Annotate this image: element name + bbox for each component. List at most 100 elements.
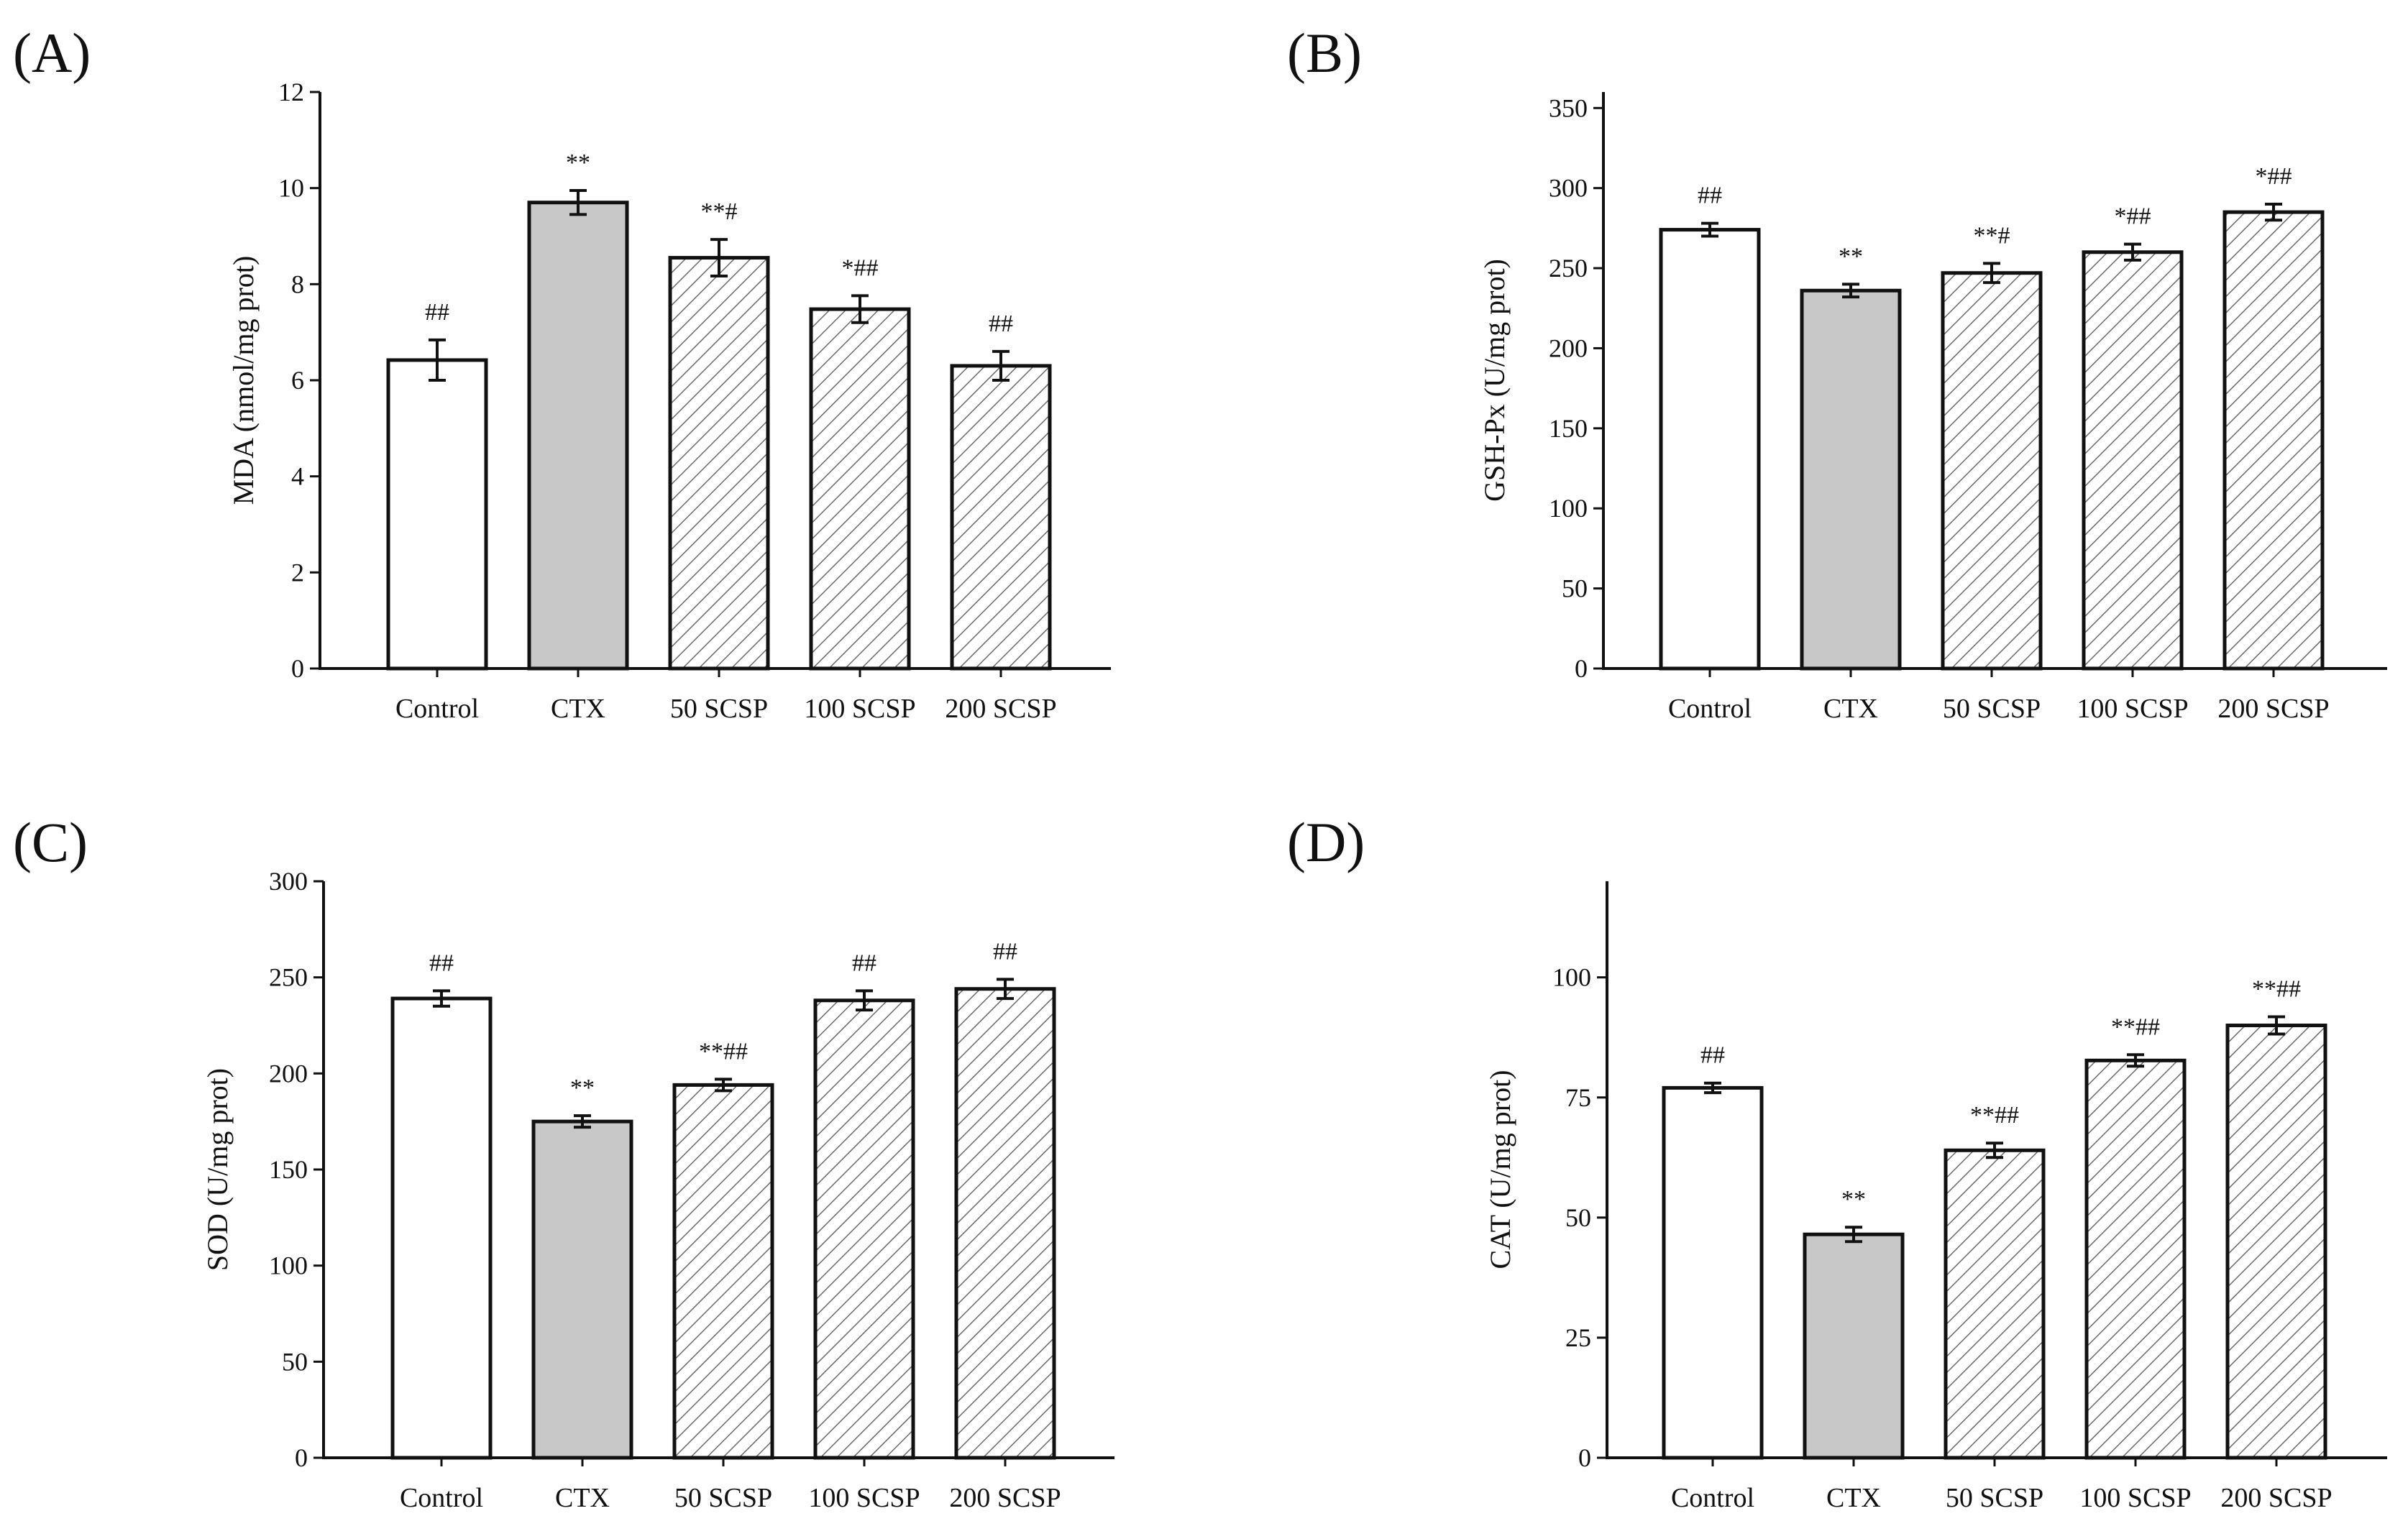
y-tick-label: 250 — [269, 963, 308, 992]
significance-label: *## — [842, 254, 879, 281]
y-axis-title: MDA (nmol/mg prot) — [227, 256, 260, 505]
y-tick-label: 2 — [291, 558, 304, 587]
y-tick-label: 300 — [1549, 174, 1588, 203]
bar-200-scsp — [2225, 1024, 2327, 1460]
x-tick-label: CTX — [555, 1483, 610, 1513]
y-tick-label: 300 — [269, 867, 308, 896]
significance-label: **## — [2252, 975, 2301, 1002]
x-tick-label: 100 SCSP — [804, 694, 915, 724]
significance-label: **## — [2111, 1014, 2160, 1040]
bar-control — [1659, 228, 1761, 671]
significance-label: ## — [989, 311, 1013, 337]
y-tick-label: 75 — [1565, 1083, 1591, 1112]
y-tick-label: 350 — [1549, 93, 1588, 122]
y-tick-label: 150 — [1549, 414, 1588, 443]
bar-100-scsp — [813, 998, 915, 1460]
bar-ctx — [531, 1119, 633, 1460]
y-axis-title: SOD (U/mg prot) — [201, 1068, 234, 1271]
x-tick-label: 100 SCSP — [2079, 1483, 2191, 1513]
panel-label: (C) — [13, 811, 88, 873]
y-tick-label: 150 — [269, 1155, 308, 1184]
chart-panel-4: (D) 0 25 50 75 100 CAT (U/mg prot) ## Control ** C… — [1287, 811, 2387, 1513]
y-tick-label: 8 — [291, 270, 304, 298]
significance-label: **# — [701, 198, 738, 225]
y-tick-label: 50 — [1565, 1203, 1591, 1232]
significance-label: **## — [699, 1038, 748, 1065]
y-tick-label: 100 — [1549, 494, 1588, 523]
x-tick-label: CTX — [551, 694, 605, 724]
x-tick-label: CTX — [1826, 1483, 1881, 1513]
chart-panel-3: (C) 0 50 100 150 200 250 300 SOD (U/mg prot) ## Co… — [13, 811, 1114, 1513]
significance-label: ## — [1698, 183, 1722, 209]
significance-label: *## — [2115, 203, 2151, 230]
bar-50-scsp — [672, 1083, 774, 1460]
panel-label: (B) — [1287, 22, 1362, 84]
bar-control — [386, 358, 488, 671]
y-tick-label: 4 — [291, 462, 304, 491]
bar-100-scsp — [809, 307, 911, 671]
x-tick-label: 100 SCSP — [2077, 694, 2188, 724]
significance-label: ## — [852, 950, 876, 976]
y-tick-label: 0 — [291, 654, 304, 683]
bar-ctx — [527, 201, 629, 671]
bar-control — [1662, 1085, 1764, 1460]
bar-ctx — [1803, 1232, 1905, 1460]
chart-panel-1: (A) 0 2 4 6 8 10 12 MDA (nmol/mg prot) ## Control *… — [13, 22, 1111, 724]
bar-200-scsp — [950, 364, 1052, 671]
y-tick-label: 10 — [278, 174, 304, 203]
x-tick-label: Control — [1668, 694, 1752, 724]
significance-label: **## — [1970, 1102, 2019, 1129]
x-tick-label: 200 SCSP — [2220, 1483, 2332, 1513]
y-tick-label: 0 — [295, 1443, 308, 1472]
bar-50-scsp — [668, 256, 770, 671]
significance-label: ## — [1700, 1042, 1725, 1069]
y-tick-label: 25 — [1565, 1323, 1591, 1352]
panel-label: (D) — [1287, 811, 1365, 873]
significance-label: ** — [1841, 1186, 1866, 1213]
bar-100-scsp — [2084, 1058, 2187, 1460]
significance-label: ** — [566, 150, 590, 176]
y-tick-label: 200 — [1549, 334, 1588, 362]
bar-50-scsp — [1941, 271, 2043, 671]
y-tick-label: 100 — [1552, 963, 1591, 992]
bar-100-scsp — [2082, 250, 2184, 671]
bar-control — [390, 996, 493, 1460]
x-tick-label: Control — [395, 694, 479, 724]
x-tick-label: Control — [400, 1483, 483, 1513]
y-tick-label: 200 — [269, 1059, 308, 1088]
x-tick-label: 200 SCSP — [945, 694, 1056, 724]
x-tick-label: 50 SCSP — [670, 694, 768, 724]
chart-panel-2: (B) 0 50 100 150 200 250 300 350 GSH-Px (U/mg pro… — [1287, 22, 2387, 724]
y-tick-label: 6 — [291, 366, 304, 395]
x-tick-label: 50 SCSP — [1943, 694, 2041, 724]
y-tick-label: 12 — [278, 78, 304, 106]
y-tick-label: 50 — [1562, 574, 1588, 603]
x-tick-label: 100 SCSP — [808, 1483, 920, 1513]
y-tick-label: 0 — [1578, 1443, 1591, 1472]
x-tick-label: 200 SCSP — [2217, 694, 2329, 724]
x-tick-label: CTX — [1823, 694, 1878, 724]
x-tick-label: 200 SCSP — [949, 1483, 1061, 1513]
significance-label: ## — [993, 938, 1017, 965]
significance-label: ** — [570, 1075, 595, 1101]
significance-label: ## — [429, 950, 454, 976]
significance-label: **# — [1974, 222, 2010, 249]
significance-label: ## — [425, 299, 449, 326]
bar-200-scsp — [954, 987, 1056, 1460]
significance-label: *## — [2256, 163, 2292, 190]
panel-label: (A) — [13, 22, 91, 84]
y-tick-label: 100 — [269, 1251, 308, 1280]
x-tick-label: 50 SCSP — [674, 1483, 772, 1513]
y-tick-label: 0 — [1575, 654, 1588, 683]
y-axis-title: GSH-Px (U/mg prot) — [1478, 259, 1511, 502]
y-tick-label: 50 — [282, 1347, 308, 1376]
y-axis-title: CAT (U/mg prot) — [1484, 1070, 1516, 1269]
x-tick-label: Control — [1671, 1483, 1754, 1513]
bar-200-scsp — [2222, 210, 2325, 671]
y-tick-label: 250 — [1549, 254, 1588, 282]
x-tick-label: 50 SCSP — [1946, 1483, 2043, 1513]
bar-50-scsp — [1944, 1148, 2046, 1460]
significance-label: ** — [1839, 243, 1863, 270]
bar-ctx — [1800, 288, 1902, 671]
